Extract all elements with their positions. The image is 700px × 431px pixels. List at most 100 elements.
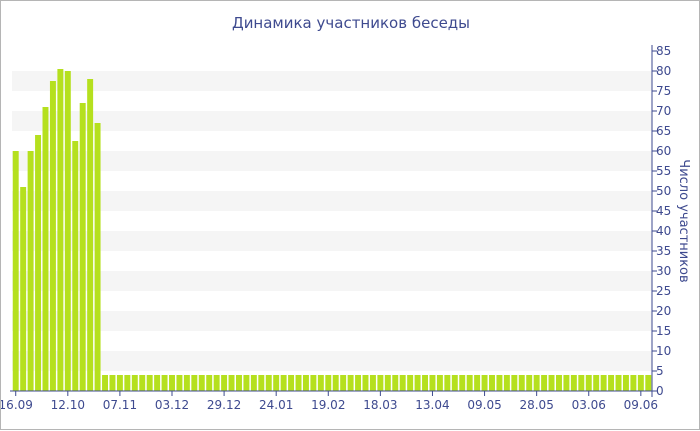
bar [139,375,146,391]
bar [332,375,339,391]
grid-band [12,191,652,211]
bar [451,375,458,391]
grid-band [12,231,652,251]
x-tick-label: 24.01 [259,398,293,412]
axes [10,45,653,397]
bar [169,375,175,391]
x-tick-label: 28.05 [519,398,553,412]
bar [637,375,644,391]
bar [541,375,548,391]
bar [645,375,652,391]
y-tick-label: 0 [656,384,664,398]
bar [622,375,629,391]
bar [511,375,518,391]
y-tick-label: 70 [656,104,671,118]
bar [280,375,287,391]
x-tick-label: 03.12 [155,398,189,412]
bar [250,375,257,391]
bar [503,375,510,391]
bar [585,375,592,391]
bar [317,375,324,391]
x-tick-label: 03.06 [572,398,606,412]
bar [154,375,161,391]
bar [340,375,347,391]
y-tick-label: 15 [656,324,671,338]
y-tick-label: 85 [656,44,671,58]
bar [94,123,101,391]
grid-band [12,271,652,291]
bar [593,375,600,391]
bar [102,375,108,391]
bar [20,187,27,391]
y-tick-label: 35 [656,244,671,258]
bar [310,375,317,391]
bar [109,375,116,391]
bar [608,375,615,391]
bar [302,375,309,391]
x-tick-label: 29.12 [207,398,241,412]
bar [570,375,577,391]
bar [228,375,235,391]
bars [12,69,652,391]
bar [377,375,384,391]
bar [422,375,428,391]
bar [161,375,168,391]
bar [384,375,391,391]
bar [12,151,19,391]
bar [191,375,198,391]
bar [630,375,637,391]
bar [265,375,272,391]
bar [325,375,332,391]
bar [526,375,533,391]
bar [295,375,302,391]
y-axis-label: Число участников [676,159,691,282]
grid-bands [12,71,652,371]
y-tick-label: 80 [656,64,671,78]
grid-band [12,351,652,371]
bar [64,71,71,391]
x-tick-label: 19.02 [311,398,345,412]
bar [49,81,56,391]
x-ticks: 16.09 12.10 07.11 03.12 29.12 24.01 19.02 18.03… [1,391,658,412]
x-tick-label: 07.11 [103,398,137,412]
bar [474,375,481,391]
y-ticks: 0 5 10 15 20 25 30 35 40 45 50 55 60 65 70 75 80 85 [652,44,671,398]
y-tick-label: 40 [656,224,671,238]
bar [615,375,622,391]
bar [42,107,49,391]
bar [556,375,562,391]
bar [206,375,213,391]
bar [72,141,79,391]
y-tick-label: 65 [656,124,671,138]
grid-band [12,71,652,91]
y-tick-label: 45 [656,204,671,218]
y-tick-label: 20 [656,304,671,318]
bar [116,375,123,391]
x-tick-label: 12.10 [51,398,85,412]
bar [496,375,503,391]
bar [414,375,421,391]
bar [183,375,190,391]
x-tick-label: 09.05 [467,398,501,412]
bar [518,375,525,391]
bar [466,375,473,391]
y-tick-label: 25 [656,284,671,298]
bar [362,375,369,391]
x-tick-label: 18.03 [363,398,397,412]
bar [436,375,443,391]
grid-band [12,151,652,171]
bar [481,375,488,391]
bar [429,375,436,391]
bar [392,375,399,391]
y-tick-label: 30 [656,264,671,278]
bar [533,375,540,391]
grid-band [12,311,652,331]
bar [27,151,34,391]
bar [57,69,64,391]
x-tick-label: 09.06 [624,398,658,412]
bar [213,375,220,391]
bar [273,375,280,391]
bar [578,375,585,391]
